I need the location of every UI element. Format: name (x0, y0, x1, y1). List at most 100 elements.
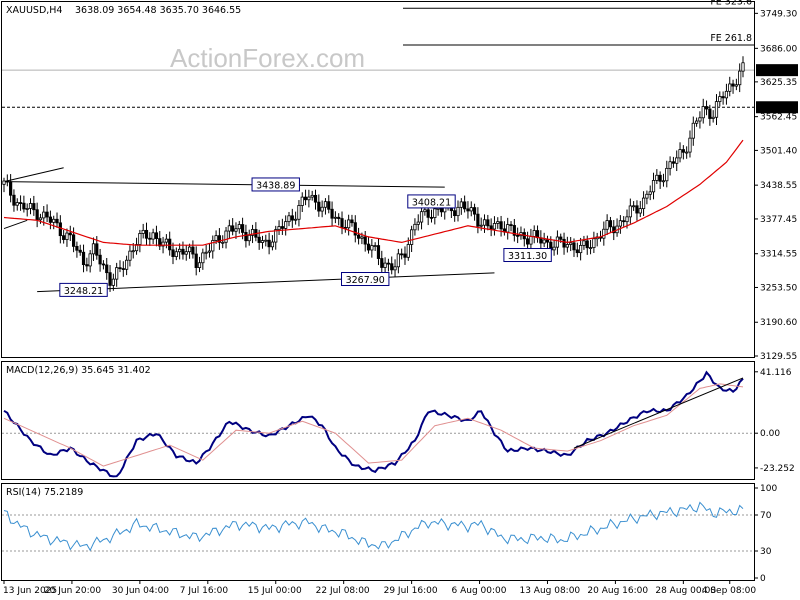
time-tick-label: 22 Jul 08:00 (316, 586, 370, 596)
candle-body (161, 241, 165, 247)
ma-line (3, 139, 744, 246)
price-tick-label: 3129.55 (760, 352, 797, 362)
candle-body (197, 262, 202, 268)
candle-body (62, 235, 66, 240)
candle-body (207, 250, 212, 253)
candle-body (347, 219, 351, 229)
rsi-line (3, 501, 744, 552)
candle-body (58, 222, 62, 237)
candle-body (264, 239, 268, 242)
price-tick-label: 3377.45 (760, 215, 797, 225)
price-annotation-label: 3267.90 (346, 275, 385, 286)
candle-body (456, 206, 460, 217)
candle-body (154, 232, 159, 239)
candle-body (396, 253, 400, 268)
candle-body (178, 248, 182, 253)
candle-body (439, 207, 444, 213)
time-tick-label: 4 Sep 08:00 (702, 586, 757, 596)
candle-body (144, 229, 149, 239)
candle-body (499, 221, 503, 230)
candle-body (98, 254, 102, 265)
candle-body (688, 137, 692, 153)
candle-body (641, 197, 646, 210)
candle-body (164, 238, 168, 243)
price-tag-box (756, 101, 798, 114)
candle-body (512, 225, 516, 236)
candle-body (423, 209, 427, 213)
candle-body (410, 229, 414, 245)
candle-body (28, 203, 33, 209)
rsi-tick-label: 100 (760, 484, 777, 494)
price-annotation-label: 3248.21 (64, 286, 103, 297)
candle-body (323, 201, 328, 208)
candle-body (665, 167, 669, 182)
candle-body (174, 251, 178, 257)
candle-body (661, 180, 666, 183)
candle-body (134, 244, 139, 252)
macd-line (3, 370, 744, 478)
candle-body (121, 268, 125, 270)
candle-body (25, 208, 29, 210)
candle-body (436, 207, 440, 210)
price-tick-label: 3501.40 (760, 146, 797, 156)
candle-body (42, 211, 46, 219)
candle-body (569, 242, 573, 245)
trendline (3, 181, 445, 188)
candle-body (575, 249, 579, 254)
candle-body (416, 221, 420, 225)
signal-line (3, 383, 744, 467)
candle-body (217, 235, 222, 243)
time-tick-label: 7 Jul 16:00 (180, 586, 229, 596)
candle-body (68, 232, 72, 236)
candle-body (300, 196, 304, 206)
price-tick-label: 3438.55 (760, 181, 797, 191)
price-annotation-label: 3408.21 (412, 197, 451, 208)
price-annotations: 3438.89 3408.21 3311.30 3267.90 3248.21 (59, 177, 552, 297)
candle-body (168, 238, 172, 251)
candle-body (15, 202, 19, 206)
candle-body (579, 245, 583, 254)
fibonacci-extension-label: FE 261.8 (710, 33, 752, 44)
time-tick-label: 13 Jun 2025 (3, 586, 57, 596)
price-annotation-label: 3438.89 (256, 180, 295, 191)
candle-body (516, 234, 520, 237)
macd-pane: 41.116 0.00 -23.252 (2, 368, 795, 478)
candle-body (459, 201, 463, 208)
candle-body (426, 209, 430, 218)
price-annotation-box (407, 194, 456, 209)
candle-body (141, 229, 145, 234)
candle-body (472, 207, 477, 215)
rsi-pane: 100 70 30 0 (2, 484, 777, 584)
candle-body (731, 83, 735, 87)
candle-body (370, 245, 374, 251)
candle-body (277, 226, 281, 231)
price-tag-label: 3579.44 (758, 104, 795, 114)
candle-body (115, 267, 119, 280)
candle-body (191, 246, 195, 255)
candle-body (466, 208, 470, 212)
price-tag-label: 3646.55 (758, 67, 795, 77)
candle-body (48, 216, 52, 223)
candle-body (12, 194, 16, 206)
trendline (3, 219, 28, 230)
candle-body (721, 96, 725, 99)
candle-body (582, 240, 586, 246)
price-axis: 3749.30 3686.00 3625.35 3562.45 3501.40 3438.… (754, 9, 797, 362)
candle-body (108, 272, 112, 286)
candle-body (525, 238, 530, 245)
candle-body (559, 236, 563, 240)
candle-body (85, 264, 89, 267)
candle-body (648, 191, 652, 195)
candle-body (184, 251, 188, 255)
watermark: ActionForex.com (170, 43, 365, 73)
candle-body (678, 149, 682, 159)
candle-body (194, 253, 198, 268)
candle-body (274, 229, 278, 243)
candle-body (608, 220, 613, 228)
candle-body (148, 237, 152, 240)
candle-body (71, 234, 76, 247)
candle-body (333, 216, 337, 219)
candle-body (602, 228, 606, 239)
candle-body (506, 224, 510, 233)
candle-body (88, 253, 92, 267)
